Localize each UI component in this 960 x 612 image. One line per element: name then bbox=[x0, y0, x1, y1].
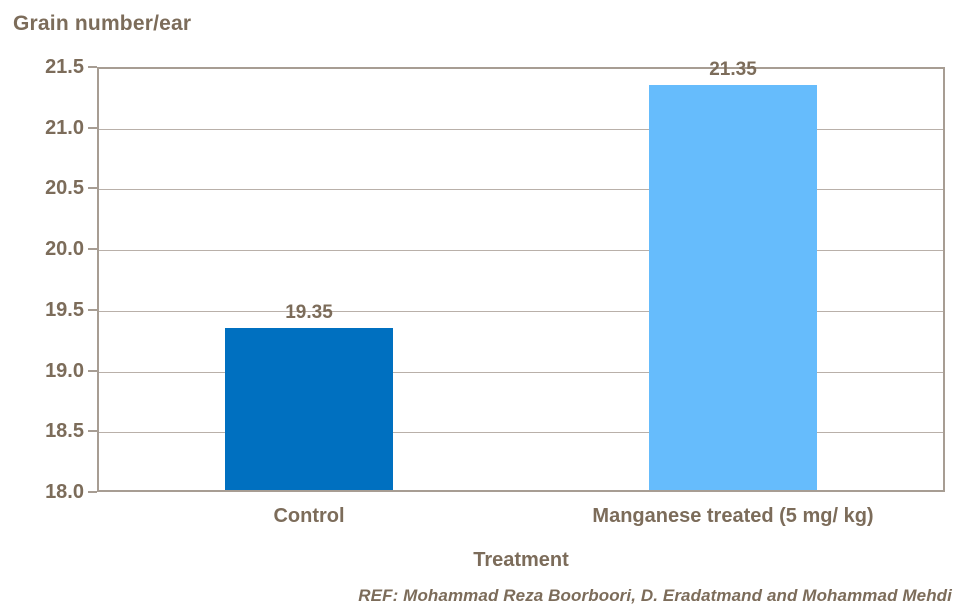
gridline bbox=[99, 371, 943, 373]
y-tick-label: 19.5 bbox=[45, 298, 84, 321]
y-tick-label: 18.0 bbox=[45, 481, 84, 503]
bar-treated bbox=[649, 85, 817, 490]
bar-value-label: 19.35 bbox=[285, 302, 333, 324]
y-tick-label: 20.0 bbox=[45, 238, 84, 261]
y-tick-label: 19.0 bbox=[45, 359, 84, 382]
y-tick-label: 21.5 bbox=[45, 56, 84, 78]
x-category-label: Control bbox=[273, 505, 345, 527]
y-axis-tick bbox=[88, 430, 97, 433]
y-axis-tick bbox=[88, 66, 97, 68]
y-axis-tick bbox=[88, 369, 97, 372]
bar-control bbox=[225, 328, 393, 490]
y-axis-tick bbox=[88, 126, 97, 129]
gridline bbox=[99, 128, 943, 130]
y-tick-label: 20.5 bbox=[45, 177, 84, 200]
gridline bbox=[99, 189, 943, 191]
x-category-label: Manganese treated (5 mg/ kg) bbox=[592, 505, 874, 527]
chart-title: Grain number/ear bbox=[13, 12, 192, 35]
y-axis-tick bbox=[88, 308, 97, 311]
gridline bbox=[99, 432, 943, 434]
y-axis-tick bbox=[88, 491, 97, 493]
x-axis-title: Treatment bbox=[473, 549, 569, 571]
gridline bbox=[99, 250, 943, 252]
y-axis-tick bbox=[88, 248, 97, 251]
bar-value-label: 21.35 bbox=[709, 59, 757, 81]
y-tick-label: 21.0 bbox=[45, 116, 84, 139]
y-axis-tick bbox=[88, 187, 97, 190]
gridline bbox=[99, 310, 943, 312]
reference-text: REF: Mohammad Reza Boorboori, D. Eradatm… bbox=[358, 586, 952, 605]
y-tick-label: 18.5 bbox=[45, 420, 84, 443]
